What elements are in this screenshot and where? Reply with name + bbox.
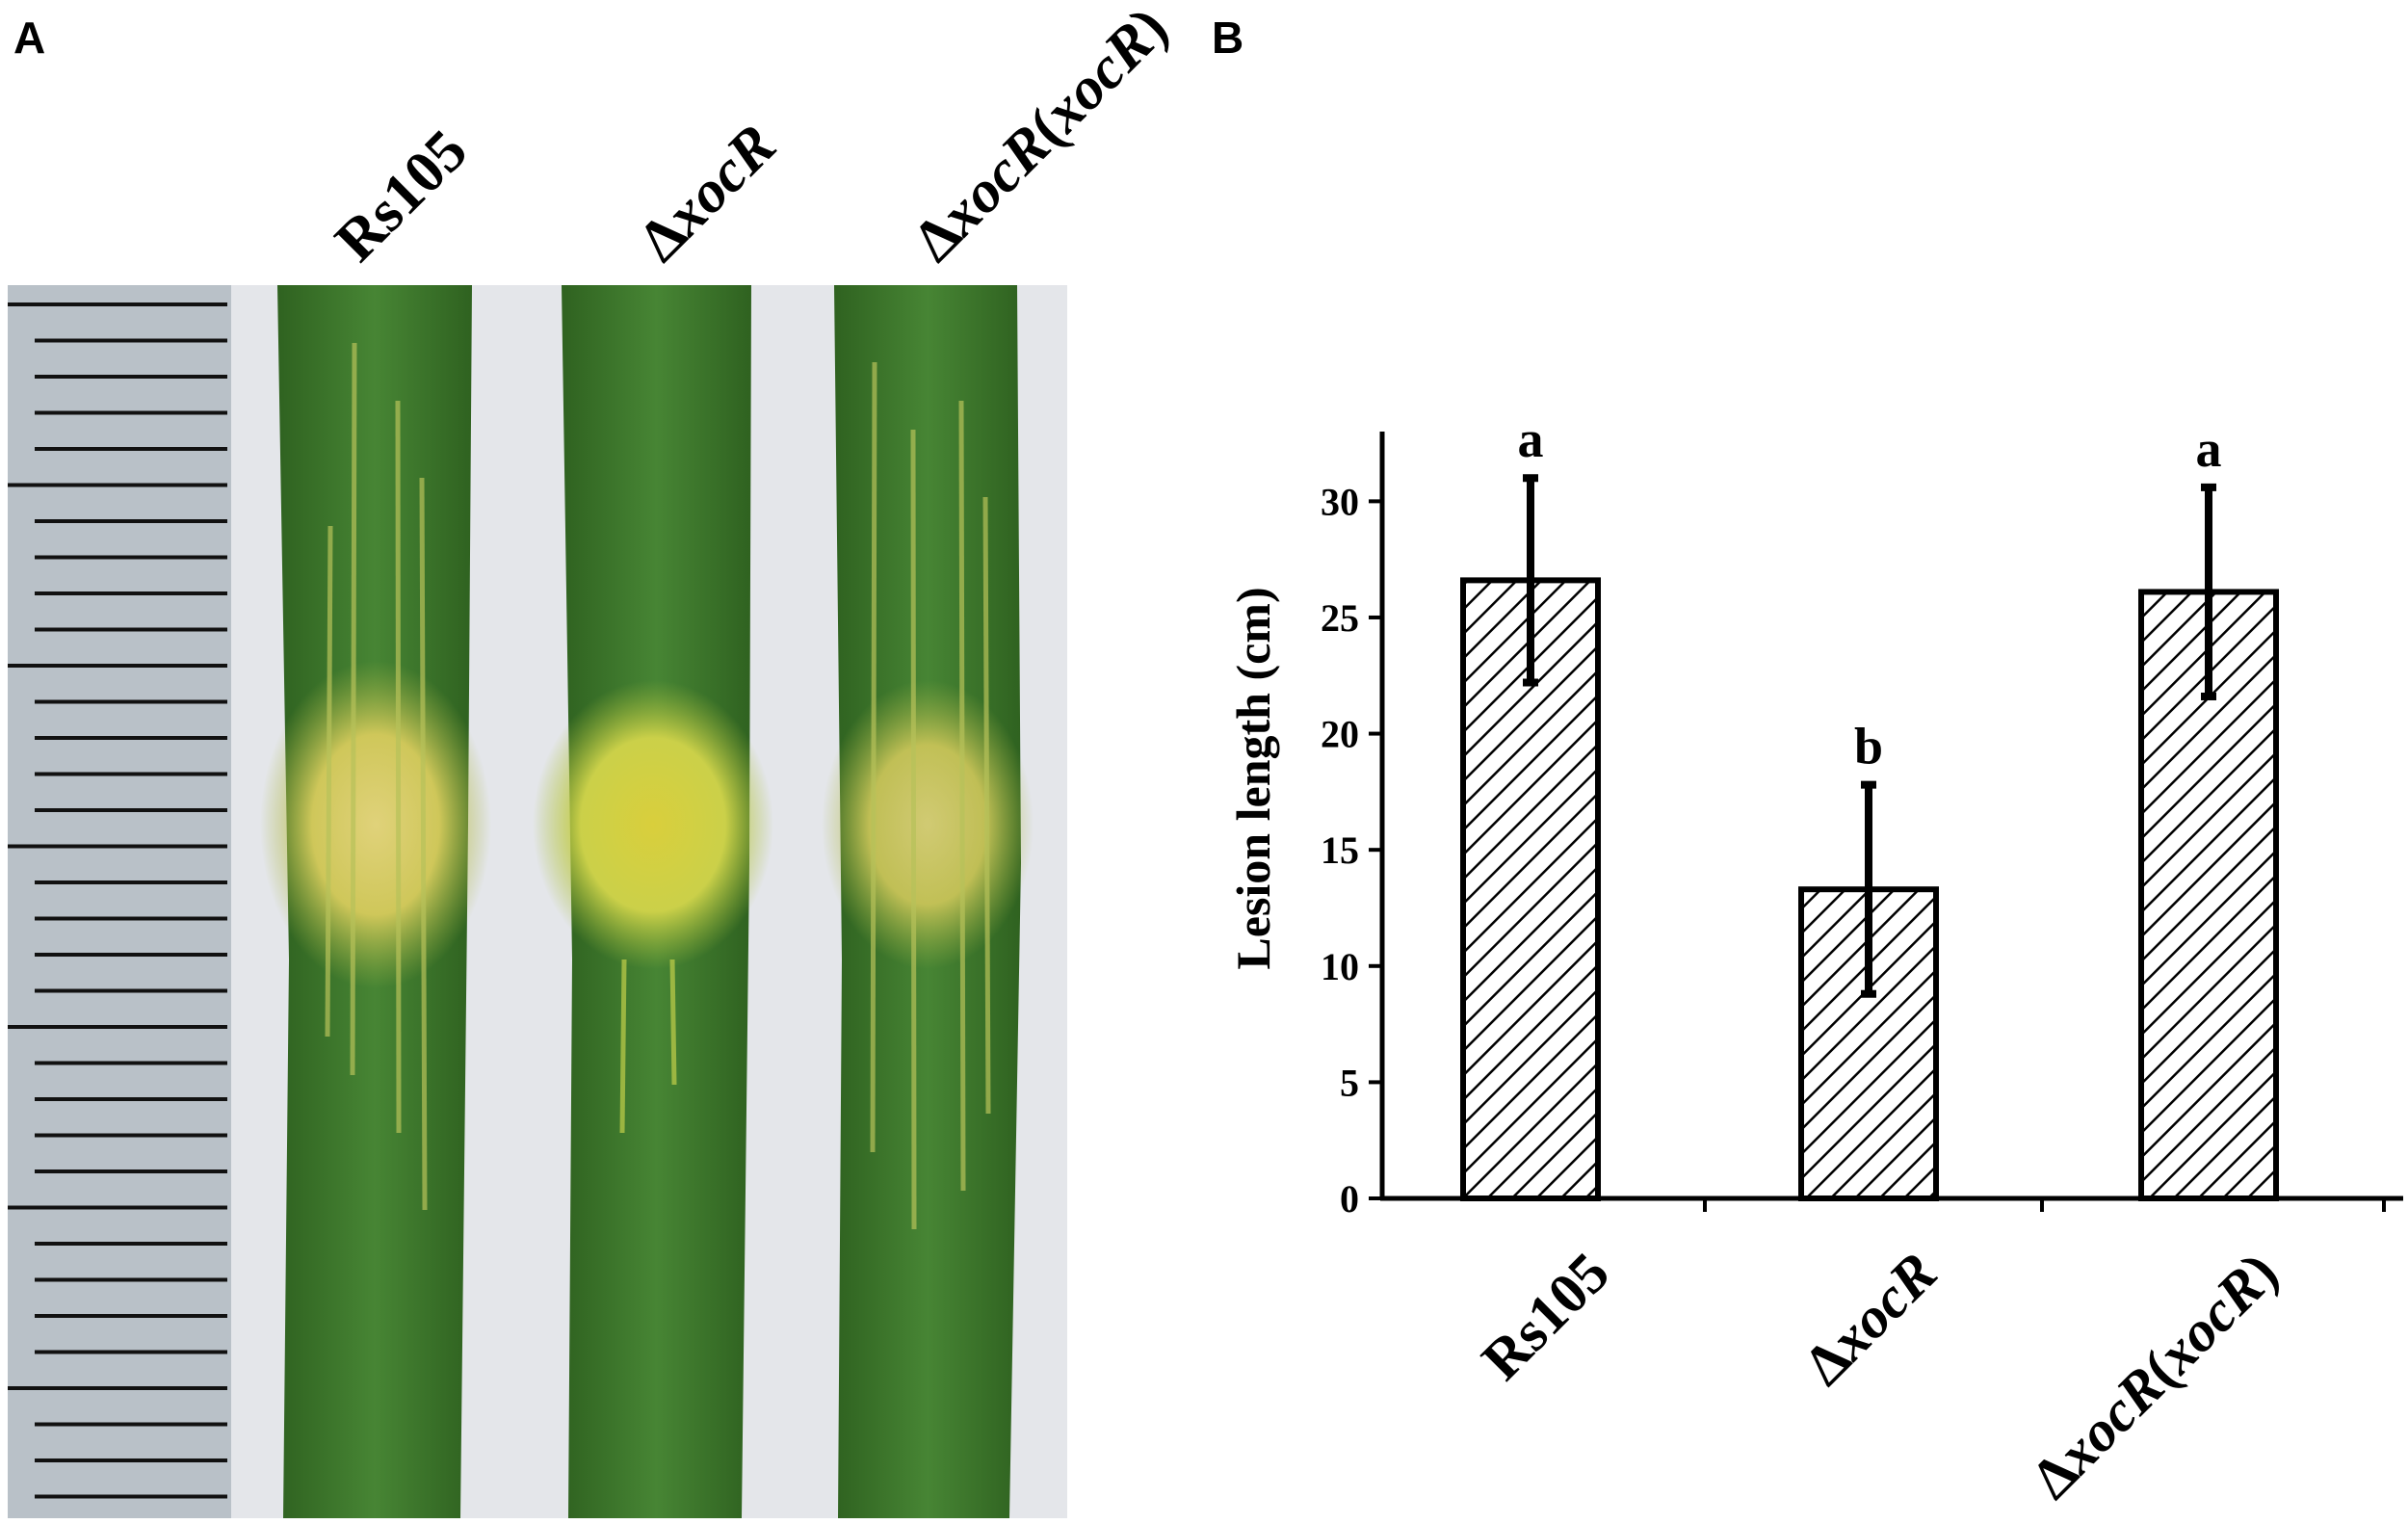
leaf-delta-xocr xyxy=(533,285,773,1518)
leaf-photo xyxy=(8,285,1067,1518)
panel-b-letter: B xyxy=(1212,13,1244,63)
bar-chart: Lesion length (cm) 0 5 10 15 20 25 30 a b a Rs10… xyxy=(1226,410,2403,1511)
bar xyxy=(1798,886,1939,1201)
significance-letter: a xyxy=(2196,420,2222,478)
x-category-label: ΔxocR xyxy=(1792,1241,1949,1398)
leaf-rs105 xyxy=(260,285,491,1518)
ruler xyxy=(8,285,231,1518)
y-tick-label: 5 xyxy=(1340,1061,1359,1104)
y-axis-label: Lesion length (cm) xyxy=(1226,587,1280,969)
photo-label-complemented: ΔxocR(xocR) xyxy=(901,0,1181,275)
y-tick-label: 25 xyxy=(1321,596,1359,640)
significance-letter: b xyxy=(1854,718,1883,775)
y-tick-label: 10 xyxy=(1321,945,1359,988)
photo-label-rs105: Rs105 xyxy=(323,118,481,275)
y-tick-label: 20 xyxy=(1321,713,1359,756)
y-tick-label: 15 xyxy=(1321,828,1359,872)
y-tick-label: 0 xyxy=(1340,1177,1359,1221)
x-category-label: ΔxocR(xocR) xyxy=(2020,1241,2290,1511)
x-category-label: Rs105 xyxy=(1470,1241,1621,1392)
panel-a-letter: A xyxy=(13,13,46,63)
photo-label-delta-xocr: ΔxocR xyxy=(626,112,789,275)
leaf-complemented xyxy=(822,285,1034,1518)
significance-letter: a xyxy=(1518,410,1544,468)
y-tick-label: 30 xyxy=(1321,480,1359,523)
